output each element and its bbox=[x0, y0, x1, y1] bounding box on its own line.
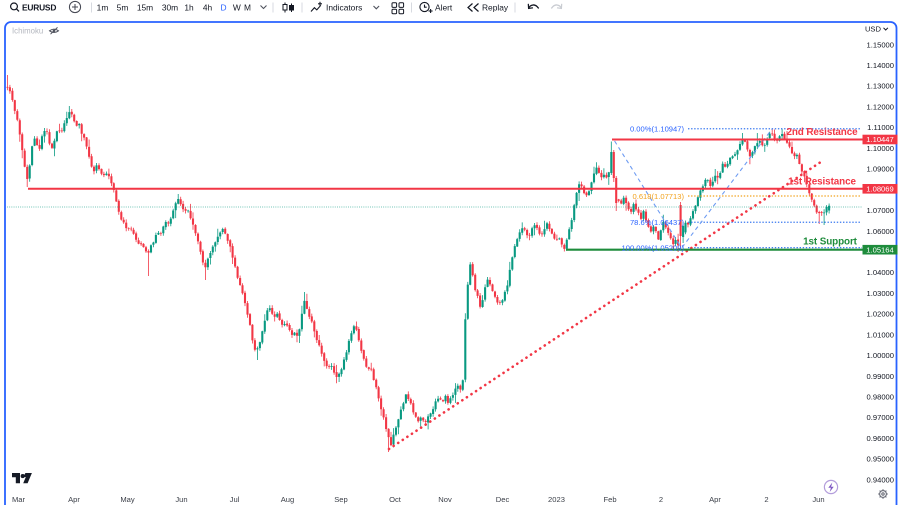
svg-text:Mar: Mar bbox=[12, 495, 26, 504]
svg-text:1.10000: 1.10000 bbox=[867, 144, 894, 153]
svg-text:0.95000: 0.95000 bbox=[867, 455, 894, 464]
svg-text:Alert: Alert bbox=[435, 2, 453, 12]
svg-text:78.6%(1.06437): 78.6%(1.06437) bbox=[630, 218, 685, 227]
svg-text:Ichimoku: Ichimoku bbox=[12, 27, 43, 36]
svg-text:1.06000: 1.06000 bbox=[867, 227, 894, 236]
svg-text:Aug: Aug bbox=[281, 495, 295, 504]
svg-text:0.97000: 0.97000 bbox=[867, 413, 894, 422]
svg-text:5m: 5m bbox=[117, 2, 129, 12]
svg-text:0.00%(1.10947): 0.00%(1.10947) bbox=[630, 125, 685, 134]
svg-text:Jun: Jun bbox=[175, 495, 187, 504]
svg-text:1.12000: 1.12000 bbox=[867, 102, 894, 111]
svg-text:W: W bbox=[233, 2, 241, 12]
svg-text:M: M bbox=[244, 2, 251, 12]
svg-text:0.98000: 0.98000 bbox=[867, 393, 894, 402]
svg-text:2: 2 bbox=[659, 495, 663, 504]
svg-text:4h: 4h bbox=[203, 2, 213, 12]
svg-text:2023: 2023 bbox=[548, 495, 565, 504]
svg-text:1.04000: 1.04000 bbox=[867, 268, 894, 277]
svg-text:Oct: Oct bbox=[389, 495, 402, 504]
svg-text:1.05164: 1.05164 bbox=[866, 245, 893, 254]
svg-text:Apr: Apr bbox=[68, 495, 80, 504]
svg-text:Jun: Jun bbox=[812, 495, 824, 504]
svg-text:Jul: Jul bbox=[230, 495, 240, 504]
svg-text:Indicators: Indicators bbox=[326, 2, 362, 12]
svg-text:1.03000: 1.03000 bbox=[867, 289, 894, 298]
svg-text:1st Resistance: 1st Resistance bbox=[788, 177, 856, 188]
svg-text:Nov: Nov bbox=[438, 495, 452, 504]
svg-text:100.00%(1.05209): 100.00%(1.05209) bbox=[622, 243, 685, 252]
svg-text:1.11000: 1.11000 bbox=[867, 123, 894, 132]
svg-text:1.13000: 1.13000 bbox=[867, 82, 894, 91]
svg-text:1m: 1m bbox=[97, 2, 109, 12]
svg-text:2: 2 bbox=[764, 495, 768, 504]
svg-text:May: May bbox=[120, 495, 135, 504]
svg-text:1.07000: 1.07000 bbox=[867, 206, 894, 215]
svg-text:30m: 30m bbox=[162, 2, 178, 12]
svg-text:EURUSD: EURUSD bbox=[22, 2, 56, 12]
svg-text:Feb: Feb bbox=[603, 495, 616, 504]
svg-text:1.00000: 1.00000 bbox=[867, 351, 894, 360]
svg-text:15m: 15m bbox=[137, 2, 153, 12]
svg-text:0.618(1.07713): 0.618(1.07713) bbox=[632, 192, 684, 201]
svg-text:0.94000: 0.94000 bbox=[867, 475, 894, 484]
svg-text:D: D bbox=[220, 2, 226, 12]
svg-text:0.99000: 0.99000 bbox=[867, 372, 894, 381]
svg-text:1.08069: 1.08069 bbox=[866, 185, 893, 194]
svg-text:Replay: Replay bbox=[482, 2, 509, 12]
svg-text:1.14000: 1.14000 bbox=[867, 61, 894, 70]
svg-text:0.96000: 0.96000 bbox=[867, 434, 894, 443]
svg-text:Apr: Apr bbox=[709, 495, 721, 504]
svg-text:USD: USD bbox=[865, 24, 882, 33]
svg-text:1h: 1h bbox=[184, 2, 194, 12]
svg-text:1.02000: 1.02000 bbox=[867, 310, 894, 319]
svg-text:1.15000: 1.15000 bbox=[867, 40, 894, 49]
svg-text:Dec: Dec bbox=[496, 495, 510, 504]
svg-text:1.10447: 1.10447 bbox=[866, 135, 893, 144]
svg-text:1.09000: 1.09000 bbox=[867, 165, 894, 174]
svg-text:1.01000: 1.01000 bbox=[867, 330, 894, 339]
svg-text:2nd Resistance: 2nd Resistance bbox=[786, 127, 858, 138]
svg-text:1st Support: 1st Support bbox=[803, 237, 858, 248]
svg-text:Sep: Sep bbox=[334, 495, 348, 504]
